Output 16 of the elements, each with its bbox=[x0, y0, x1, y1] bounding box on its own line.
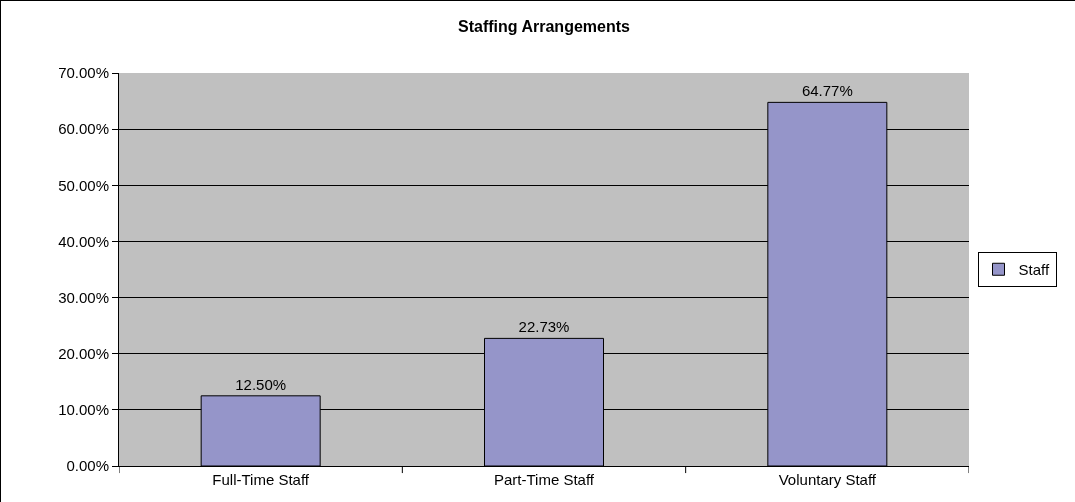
y-tick-label: 40.00% bbox=[58, 232, 109, 250]
legend-label: Staff bbox=[1018, 261, 1050, 279]
y-tick-label: 30.00% bbox=[58, 288, 109, 306]
x-tick-label: Voluntary Staff bbox=[778, 471, 877, 488]
y-tick-label: 70.00% bbox=[58, 64, 109, 82]
data-label: 12.50% bbox=[235, 375, 287, 393]
x-tick-label: Full-Time Staff bbox=[212, 471, 310, 488]
chart-title: Staffing Arrangements bbox=[458, 17, 631, 35]
y-tick-label: 50.00% bbox=[58, 176, 109, 194]
y-tick-label: 20.00% bbox=[58, 344, 109, 362]
data-label: 22.73% bbox=[518, 318, 570, 336]
x-tick-label: Part-Time Staff bbox=[493, 471, 595, 488]
data-label: 64.77% bbox=[801, 82, 853, 100]
y-tick-label: 10.00% bbox=[58, 401, 109, 419]
y-tick-label: 60.00% bbox=[58, 120, 109, 138]
y-tick-label: 0.00% bbox=[66, 457, 109, 475]
